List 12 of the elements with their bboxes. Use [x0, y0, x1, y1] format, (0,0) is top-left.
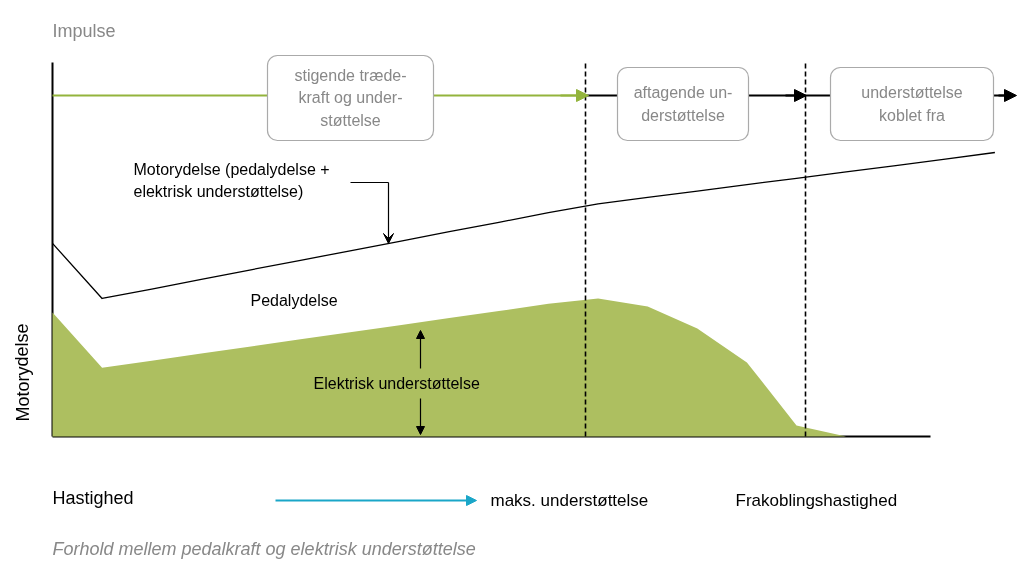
y-axis-title: Motorydelse: [12, 323, 33, 422]
chart-title: Impulse: [52, 20, 116, 41]
text: understøttelse koblet fra: [861, 84, 963, 124]
annotation: Motorydelse (pedalydelse + elektrisk understøttelse): [133, 160, 330, 201]
text: aftagende un- derstøttelse: [633, 84, 733, 124]
annotation: Pedalydelse: [250, 292, 338, 309]
text: maks. understøttelse: [490, 491, 649, 510]
x-axis-title: Hastighed: [52, 487, 134, 508]
text: Forhold mellem pedalkraft og elektrisk understøttelse: [52, 538, 476, 559]
text: stigende træde- kraft og under- støttelse: [294, 66, 407, 130]
annotation: Elektrisk understøttelse: [313, 375, 480, 392]
text: Frakoblingshastighed: [735, 491, 898, 510]
